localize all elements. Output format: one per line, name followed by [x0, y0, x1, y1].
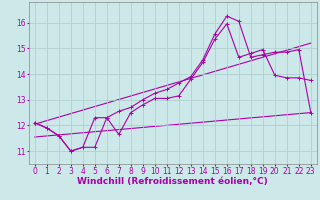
X-axis label: Windchill (Refroidissement éolien,°C): Windchill (Refroidissement éolien,°C) [77, 177, 268, 186]
